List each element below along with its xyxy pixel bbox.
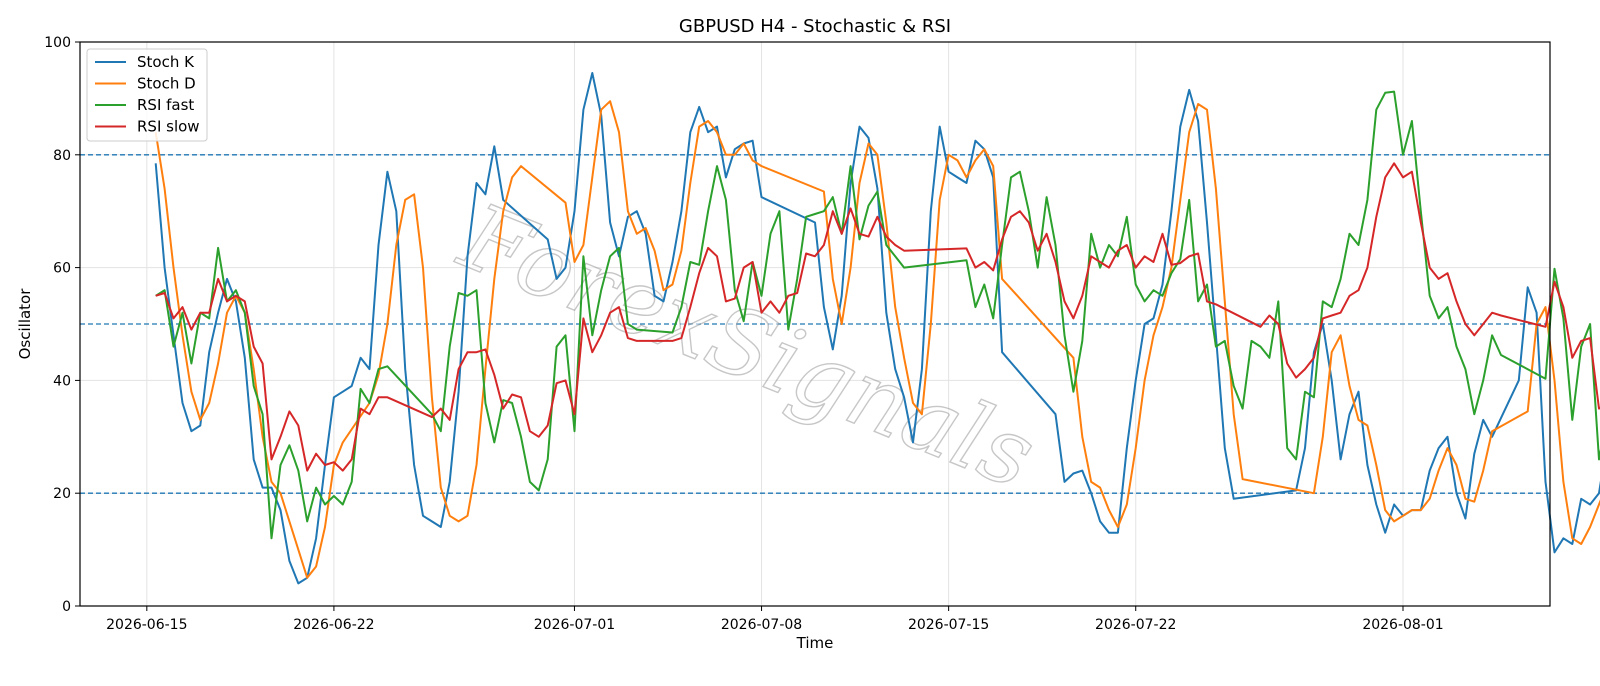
watermark: ForexSignals (445, 182, 1049, 509)
y-tick-label: 80 (53, 148, 71, 164)
y-tick-label: 40 (53, 373, 71, 389)
chart-title: GBPUSD H4 - Stochastic & RSI (679, 16, 951, 37)
y-tick-label: 60 (53, 261, 71, 277)
y-axis-title: Oscillator (16, 288, 34, 360)
reference-lines (80, 154, 1550, 494)
x-tick-label: 2026-07-15 (908, 617, 989, 633)
legend-box (86, 48, 208, 142)
x-tick-label: 2026-07-22 (1095, 617, 1176, 633)
series-layer (154, 72, 1600, 585)
legend-label: RSI fast (137, 96, 194, 114)
x-tick-label: 2026-06-22 (293, 617, 374, 633)
x-tick-label: 2026-07-01 (534, 617, 615, 633)
series-line-rsi-slow (155, 162, 1600, 472)
series-line-stoch-k (154, 72, 1600, 585)
series-line-stoch-d (154, 100, 1600, 579)
legend-label: Stoch D (137, 75, 196, 93)
plot-frame (79, 41, 1551, 607)
x-axis-ticks: 2026-06-15 2026-06-22 2026-07-01 2026-07-08… (106, 606, 1444, 633)
legend-label: RSI slow (137, 118, 200, 136)
series-line-rsi-fast (155, 90, 1600, 540)
y-axis-ticks: 0 20 40 60 80 100 (44, 35, 80, 615)
y-tick-label: 0 (62, 599, 71, 615)
legend: Stoch K Stoch D RSI fast RSI slow (86, 48, 208, 142)
legend-label: Stoch K (137, 53, 195, 71)
x-tick-label: 2026-07-08 (721, 617, 802, 633)
x-axis-title: Time (796, 634, 834, 652)
x-tick-label: 2026-06-15 (106, 617, 187, 633)
y-tick-label: 20 (53, 486, 71, 502)
y-tick-label: 100 (44, 35, 71, 51)
x-tick-label: 2026-08-01 (1362, 617, 1443, 633)
